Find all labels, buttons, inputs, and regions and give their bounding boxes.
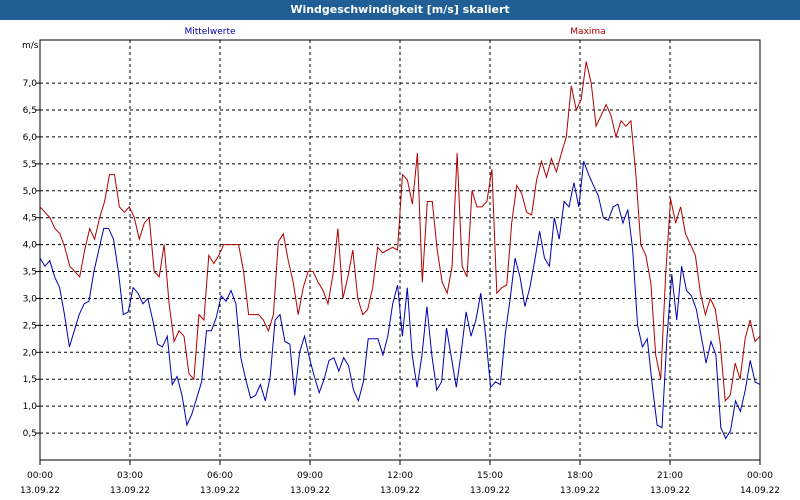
x-tick-date: 13.09.22 (200, 486, 240, 496)
x-tick-time: 00:00 (747, 471, 773, 481)
y-tick-label: 6,0 (23, 133, 38, 143)
x-tick-date: 13.09.22 (560, 486, 600, 496)
x-tick-time: 03:00 (117, 471, 143, 481)
x-tick-time: 06:00 (207, 471, 233, 481)
y-tick-label: 5,5 (23, 160, 37, 170)
legend-mittelwerte: Mittelwerte (184, 27, 235, 37)
x-tick-time: 15:00 (477, 471, 503, 481)
y-tick-label: 7,0 (23, 79, 38, 89)
x-tick-time: 12:00 (387, 471, 413, 481)
x-tick-date: 13.09.22 (380, 486, 420, 496)
x-tick-time: 21:00 (657, 471, 683, 481)
x-tick-date: 13.09.22 (470, 486, 510, 496)
x-tick-time: 09:00 (297, 471, 323, 481)
y-tick-label: 1,5 (23, 375, 37, 385)
x-tick-date: 13.09.22 (110, 486, 150, 496)
y-tick-label: 3,0 (23, 294, 38, 304)
series-line-maxima (39, 61, 761, 402)
y-tick-label: 2,0 (23, 348, 38, 358)
y-tick-label: 4,0 (23, 241, 38, 251)
y-tick-label: 6,5 (23, 106, 37, 116)
y-tick-label: 4,5 (23, 214, 37, 224)
y-tick-label: 2,5 (23, 321, 37, 331)
y-axis-label: m/s (22, 41, 39, 51)
y-tick-label: 0,5 (23, 429, 37, 439)
x-tick-time: 18:00 (567, 471, 593, 481)
y-tick-label: 3,5 (23, 268, 37, 278)
x-tick-date: 13.09.22 (290, 486, 330, 496)
x-tick-date: 13.09.22 (20, 486, 60, 496)
y-tick-label: 5,0 (23, 187, 38, 197)
series-line-mittelwerte (39, 161, 761, 440)
x-tick-time: 00:00 (27, 471, 53, 481)
chart-title: Windgeschwindigkeit [m/s] skaliert (0, 0, 800, 20)
x-tick-date: 14.09.22 (740, 486, 780, 496)
legend-maxima: Maxima (570, 27, 605, 37)
y-tick-label: 1,0 (23, 402, 38, 412)
x-tick-date: 13.09.22 (650, 486, 690, 496)
